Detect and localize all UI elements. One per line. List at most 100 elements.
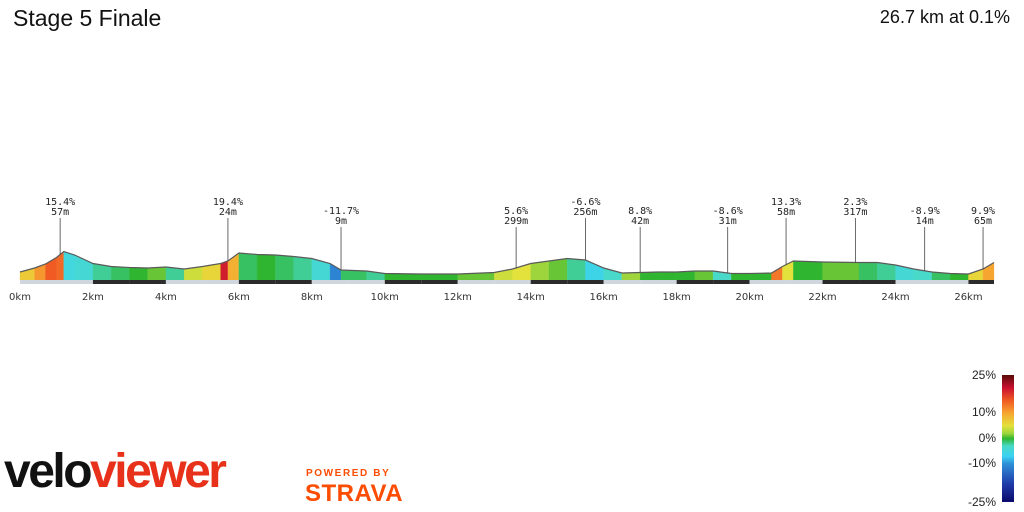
x-tick-label: 8km — [301, 292, 323, 303]
profile-segment — [275, 254, 294, 281]
gradient-legend: 25% 10% 0% -10% -25% — [968, 368, 1014, 509]
x-tick-label: 2km — [82, 292, 104, 303]
annotation-grade: 2.3% — [843, 197, 867, 208]
annotation-elevation: 65m — [974, 216, 992, 227]
profile-segment — [585, 259, 604, 281]
grade-annotation: 19.4%24m — [213, 197, 243, 261]
distance-bar-segment — [311, 280, 349, 284]
gradient-legend-bar — [1002, 375, 1014, 502]
strava-logo: STRAVA — [305, 480, 404, 507]
profile-segment — [129, 267, 148, 281]
distance-bar-segment — [56, 280, 93, 284]
annotation-grade: -11.7% — [323, 206, 359, 217]
legend-tick-label: 25% — [972, 368, 996, 382]
profile-segment — [621, 272, 641, 281]
profile-segment — [220, 260, 229, 281]
distance-bar — [20, 280, 994, 284]
distance-bar-segment — [165, 280, 203, 284]
x-tick-label: 10km — [371, 292, 399, 303]
distance-bar-segment — [713, 280, 750, 284]
elevation-profile-chart[interactable]: 15.4%57m 19.4%24m -11.7%9m 5.6%299m -6.6%256… — [0, 190, 1024, 330]
annotation-elevation: 58m — [777, 207, 795, 218]
annotation-grade: 19.4% — [213, 197, 243, 208]
logo-velo: velo — [4, 445, 93, 498]
annotation-elevation: 9m — [335, 216, 347, 227]
annotation-grade: 13.3% — [771, 197, 801, 208]
profile-segment — [694, 270, 714, 281]
distance-bar-segment — [530, 280, 568, 284]
distance-bar-segment — [275, 280, 312, 284]
profile-segment — [793, 260, 823, 281]
distance-bar-segment — [931, 280, 969, 284]
profile-segment — [639, 271, 659, 281]
distance-bar-segment — [494, 280, 531, 284]
annotation-elevation: 42m — [631, 216, 649, 227]
distance-bar-segment — [202, 280, 239, 284]
distance-bar-segment — [749, 280, 787, 284]
annotation-grade: -6.6% — [570, 197, 600, 208]
distance-bar-segment — [129, 280, 166, 284]
profile-segment — [548, 258, 568, 281]
profile-segment — [421, 273, 458, 281]
grade-annotation: -6.6%256m — [570, 197, 600, 260]
annotation-elevation: 24m — [219, 207, 237, 218]
annotation-grade: -8.9% — [910, 206, 940, 217]
grade-annotation: 8.8%42m — [628, 206, 652, 273]
profile-segment — [968, 268, 984, 281]
veloviewer-logo: veloviewer — [4, 445, 227, 498]
annotation-grade: 5.6% — [504, 206, 528, 217]
profile-segment — [256, 254, 276, 281]
grade-annotation: 13.3%58m — [771, 197, 801, 265]
annotation-elevation: 31m — [719, 216, 737, 227]
grade-annotation: -8.6%31m — [713, 206, 743, 273]
x-tick-label: 6km — [228, 292, 250, 303]
x-tick-label: 22km — [808, 292, 836, 303]
page-title: Stage 5 Finale — [13, 5, 162, 31]
profile-segment — [530, 260, 550, 281]
distance-bar-segment — [603, 280, 641, 284]
annotation-elevation: 256m — [573, 207, 597, 218]
distance-bar-segment — [457, 280, 495, 284]
profile-segment — [567, 258, 586, 281]
profile-segment — [858, 262, 878, 281]
distance-bar-segment — [567, 280, 604, 284]
x-tick-label: 18km — [662, 292, 690, 303]
distance-bar-segment — [421, 280, 458, 284]
distance-bar-segment — [859, 280, 896, 284]
x-tick-label: 20km — [735, 292, 763, 303]
profile-segment — [822, 261, 860, 281]
x-tick-label: 12km — [444, 292, 472, 303]
legend-tick-label: 10% — [972, 405, 996, 419]
route-summary: 26.7 km at 0.1% — [879, 7, 1010, 27]
x-tick-label: 16km — [590, 292, 618, 303]
profile-segment — [329, 263, 342, 281]
profile-segment — [731, 273, 750, 281]
profile-segment — [56, 251, 64, 281]
profile-segment — [238, 252, 258, 281]
distance-bar-segment — [822, 280, 860, 284]
grade-annotation: 15.4%57m — [45, 197, 75, 255]
logo-viewer: viewer — [90, 445, 227, 498]
profile-segment — [749, 272, 772, 281]
distance-bar-segment — [20, 280, 57, 284]
grade-annotation: 2.3%317m — [843, 197, 867, 263]
x-tick-label: 26km — [954, 292, 982, 303]
annotation-grade: 15.4% — [45, 197, 75, 208]
distance-bar-segment — [238, 280, 276, 284]
profile-segment — [771, 266, 783, 281]
profile-segment — [311, 258, 331, 281]
x-axis-ticks: 0km 2km 4km 6km 8km 10km 12km 14km 16km 18km 20km 2… — [9, 292, 983, 303]
profile-segment — [603, 267, 623, 281]
distance-bar-segment — [92, 280, 130, 284]
distance-bar-segment — [640, 280, 677, 284]
profile-segment — [147, 266, 167, 281]
grade-annotation: 9.9%65m — [971, 206, 995, 269]
annotation-grade: 9.9% — [971, 206, 995, 217]
grade-annotation: 5.6%299m — [504, 206, 528, 268]
grade-annotation: -8.9%14m — [910, 206, 940, 271]
x-tick-label: 24km — [881, 292, 909, 303]
profile-fill — [19, 251, 995, 281]
profile-segment — [63, 251, 75, 281]
x-tick-label: 14km — [517, 292, 545, 303]
annotation-elevation: 57m — [51, 207, 69, 218]
